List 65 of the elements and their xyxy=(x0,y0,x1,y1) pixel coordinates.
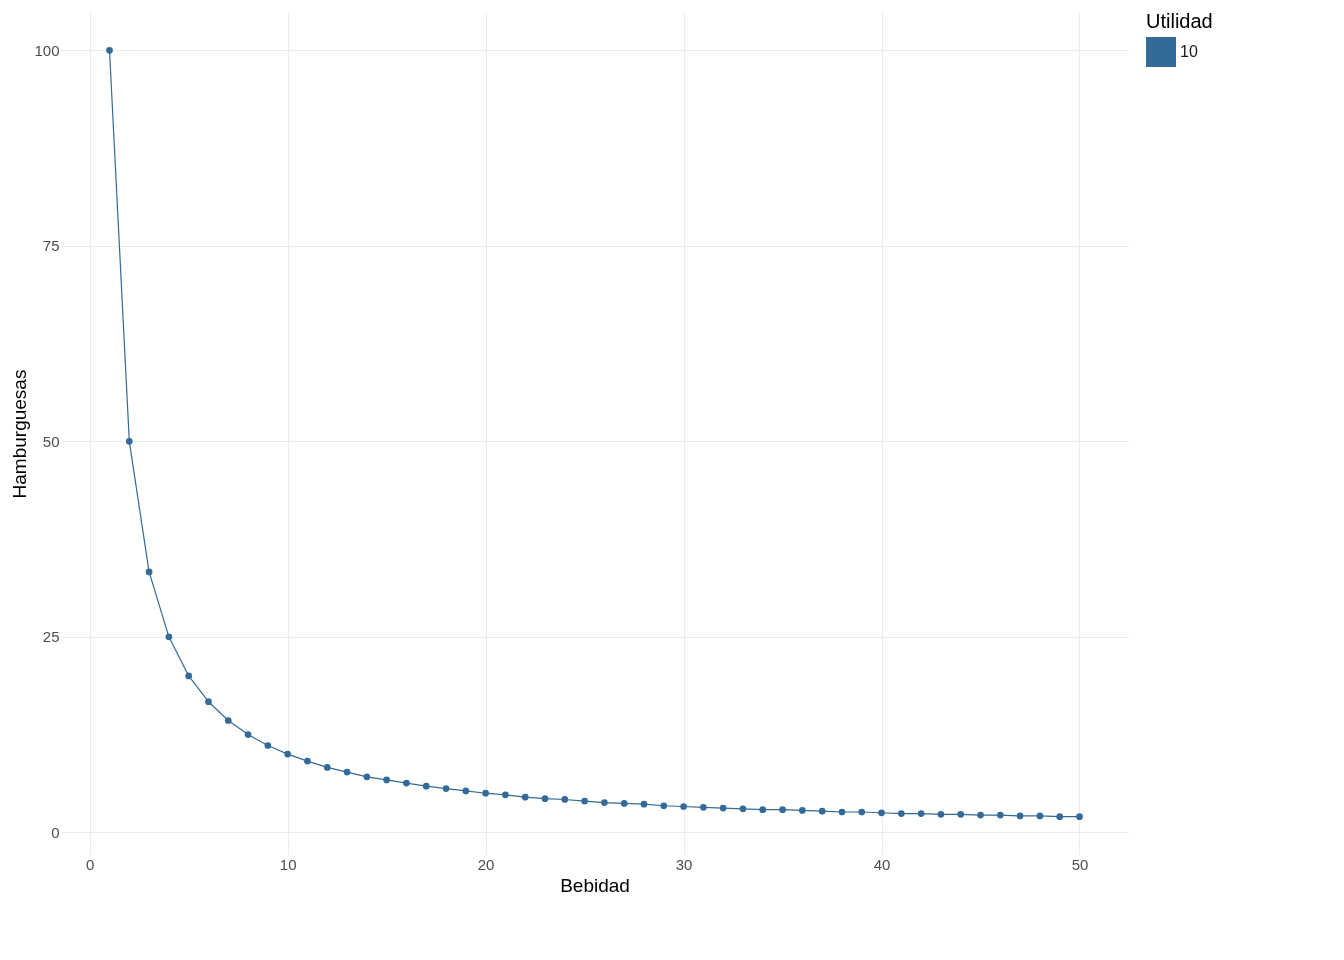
point xyxy=(977,811,984,819)
y-axis-title: Hamburguesas xyxy=(9,369,31,499)
point xyxy=(403,779,410,787)
point xyxy=(323,764,331,771)
point xyxy=(462,787,470,795)
point xyxy=(680,803,687,810)
point xyxy=(581,797,588,805)
y-tick-label: 50 xyxy=(42,432,60,450)
y-tick-label: 100 xyxy=(34,41,60,59)
point xyxy=(660,802,668,810)
point xyxy=(601,799,608,806)
point xyxy=(858,808,866,816)
point xyxy=(224,717,232,724)
point xyxy=(957,810,965,818)
y-tick-label: 0 xyxy=(51,823,60,841)
point xyxy=(1076,813,1083,821)
point xyxy=(917,810,925,817)
point xyxy=(125,437,133,445)
x-tick-label: 20 xyxy=(477,855,495,873)
x-axis-title: Bebidad xyxy=(560,874,630,896)
point xyxy=(818,807,826,815)
x-tick-label: 40 xyxy=(873,855,891,873)
point xyxy=(304,757,311,765)
point xyxy=(205,698,212,706)
point xyxy=(759,806,767,813)
x-tick-label: 10 xyxy=(279,855,297,873)
y-tick-label: 25 xyxy=(42,628,60,646)
point xyxy=(185,672,193,680)
point xyxy=(620,800,628,807)
point xyxy=(363,773,371,781)
x-tick-label: 30 xyxy=(675,855,693,873)
y-tick-label: 75 xyxy=(42,237,60,255)
point xyxy=(779,806,786,813)
point xyxy=(541,795,549,803)
x-tick-label: 50 xyxy=(1071,855,1089,873)
x-tick-label: 0 xyxy=(86,855,95,873)
point xyxy=(442,785,450,792)
point xyxy=(165,633,173,641)
point xyxy=(799,807,806,814)
point xyxy=(1016,812,1024,820)
point xyxy=(838,808,846,816)
point xyxy=(700,803,707,811)
point xyxy=(561,796,569,803)
point xyxy=(1056,813,1064,821)
point xyxy=(284,750,292,758)
point xyxy=(521,793,529,801)
point xyxy=(502,791,509,799)
legend-label: 10 xyxy=(1180,43,1198,60)
point xyxy=(719,804,727,812)
legend-title: Utilidad xyxy=(1146,10,1213,32)
point xyxy=(640,800,648,808)
point xyxy=(1036,812,1044,820)
point xyxy=(244,731,252,738)
point xyxy=(482,789,489,797)
point xyxy=(897,810,905,817)
point xyxy=(264,742,272,749)
point xyxy=(878,809,885,817)
point xyxy=(106,46,113,54)
point xyxy=(383,776,390,784)
point xyxy=(343,768,351,776)
point xyxy=(996,811,1004,819)
point xyxy=(937,810,945,818)
point xyxy=(422,782,430,790)
point xyxy=(145,568,153,576)
point xyxy=(739,805,747,813)
